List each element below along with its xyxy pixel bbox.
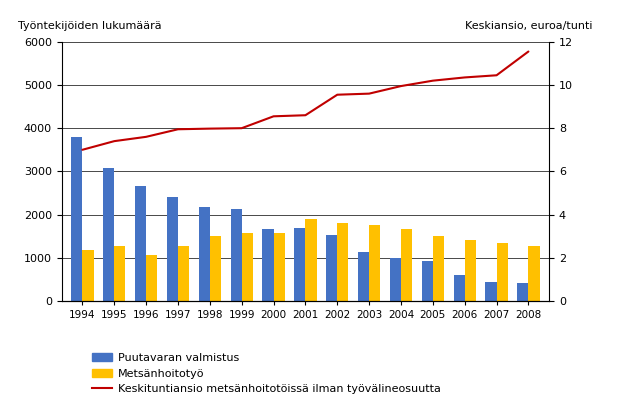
Bar	[231, 209, 242, 301]
Bar	[401, 229, 412, 301]
Bar	[421, 261, 433, 301]
Bar	[71, 137, 83, 301]
Text: Työntekijöiden lukumäärä: Työntekijöiden lukumäärä	[18, 21, 162, 31]
Bar	[337, 223, 349, 301]
Bar	[369, 224, 380, 301]
Bar	[497, 242, 508, 301]
Bar	[465, 240, 476, 301]
Bar	[167, 197, 178, 301]
Bar	[517, 283, 528, 301]
Bar	[326, 235, 337, 301]
Bar	[114, 246, 125, 301]
Bar	[103, 168, 114, 301]
Bar	[210, 236, 221, 301]
Text: Keskiansio, euroa/tunti: Keskiansio, euroa/tunti	[465, 21, 593, 31]
Bar	[453, 275, 465, 301]
Bar	[294, 228, 305, 301]
Bar	[273, 233, 284, 301]
Bar	[390, 258, 401, 301]
Bar	[305, 219, 317, 301]
Bar	[262, 229, 273, 301]
Bar	[528, 246, 540, 301]
Bar	[135, 186, 146, 301]
Bar	[199, 207, 210, 301]
Bar	[486, 282, 497, 301]
Bar	[433, 236, 444, 301]
Bar	[83, 250, 94, 301]
Bar	[178, 246, 189, 301]
Bar	[242, 233, 253, 301]
Bar	[358, 252, 369, 301]
Legend: Puutavaran valmistus, Metsänhoitotyö, Keskituntiansio metsänhoitotöissä ilman ty: Puutavaran valmistus, Metsänhoitotyö, Ke…	[92, 353, 441, 394]
Bar	[146, 255, 157, 301]
